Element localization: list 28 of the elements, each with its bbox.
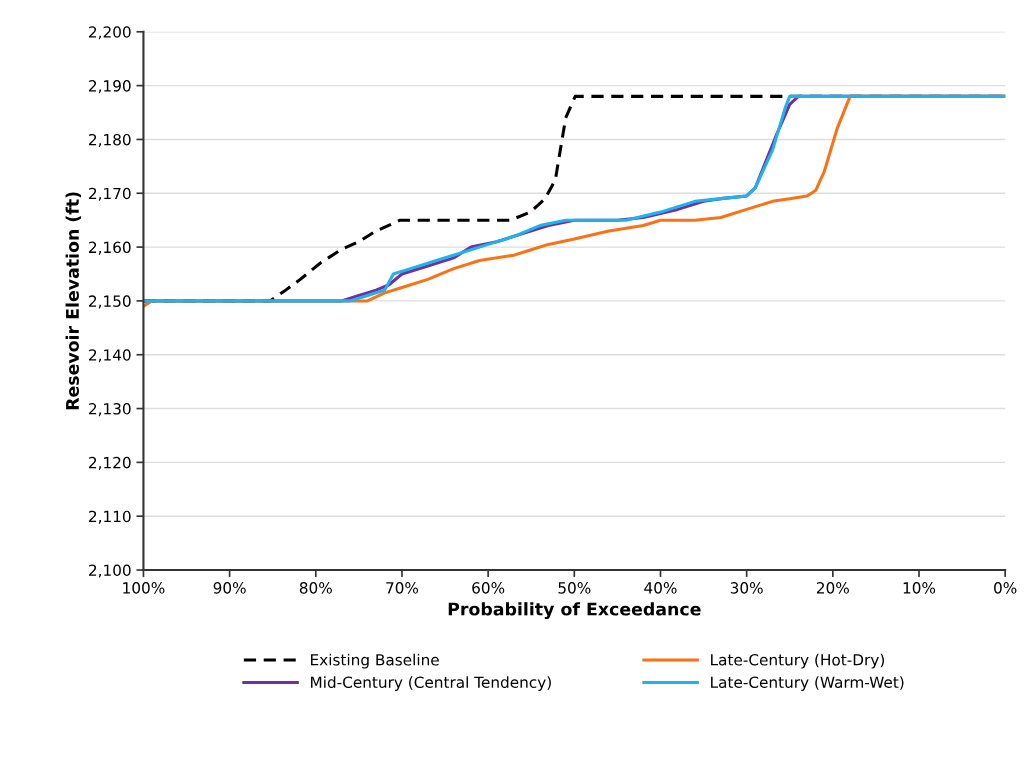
y-tick-label: 2,160 (89, 241, 131, 255)
x-tick-label: 80% (299, 582, 332, 594)
y-tick-label: 2,130 (89, 403, 131, 417)
x-tick-label: 20% (816, 582, 849, 594)
y-tick-label: 2,110 (89, 510, 131, 524)
x-tick-label: 30% (730, 582, 763, 594)
x-tick-label: 60% (472, 582, 505, 594)
x-axis-title: Probability of Exceedance (448, 602, 701, 620)
y-tick-label: 2,170 (89, 187, 131, 201)
legend-label: Existing Baseline (311, 653, 439, 669)
y-tick-label: 2,150 (89, 295, 131, 309)
x-tick-label: 50% (558, 582, 591, 594)
x-tick-label: 70% (386, 582, 419, 594)
legend-label: Late-Century (Warm-Wet) (711, 676, 904, 691)
y-tick-label: 2,100 (89, 564, 131, 578)
x-tick-label: 10% (903, 582, 936, 594)
y-tick-label: 2,140 (89, 349, 131, 363)
legend-label: Mid-Century (Central Tendency) (311, 676, 551, 691)
x-tick-label: 0% (994, 582, 1017, 594)
legend-label: Late-Century (Hot-Dry) (711, 653, 884, 669)
x-tick-label: 100% (123, 582, 165, 594)
x-tick-label: 40% (644, 582, 677, 594)
y-axis-title: Resevoir Elevation (ft) (65, 192, 82, 410)
y-tick-label: 2,190 (89, 80, 131, 94)
y-tick-label: 2,180 (89, 133, 131, 148)
x-tick-label: 90% (213, 582, 246, 594)
y-tick-label: 2,120 (89, 456, 131, 470)
y-tick-label: 2,200 (89, 26, 131, 40)
